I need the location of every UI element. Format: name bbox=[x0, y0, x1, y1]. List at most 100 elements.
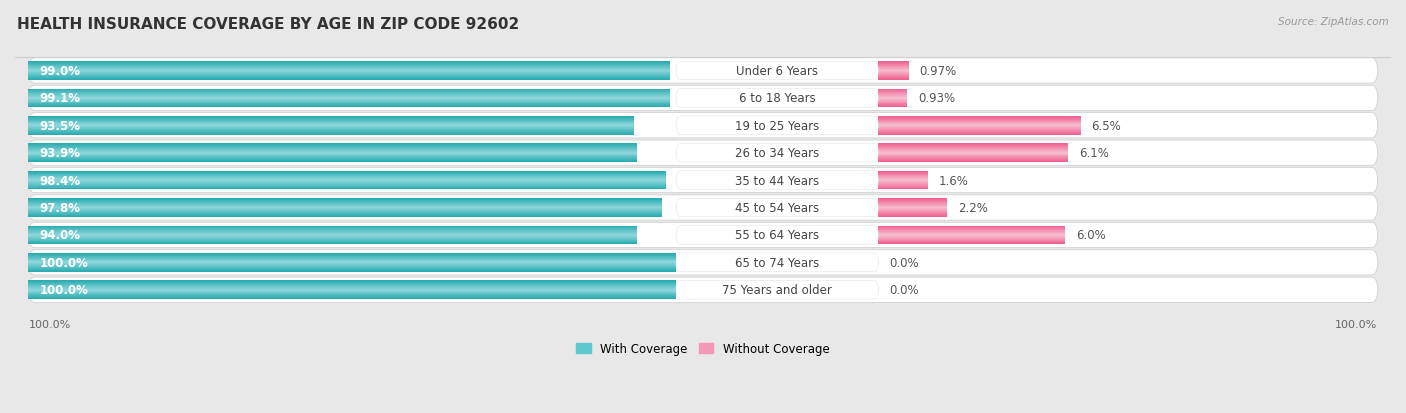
Bar bbox=[28, 268, 676, 269]
FancyBboxPatch shape bbox=[28, 86, 1378, 111]
Bar bbox=[28, 98, 671, 99]
Bar bbox=[28, 254, 676, 255]
Bar bbox=[28, 126, 634, 127]
Bar bbox=[879, 66, 908, 68]
Bar bbox=[879, 235, 1066, 236]
Bar bbox=[28, 172, 665, 173]
Bar bbox=[28, 296, 676, 297]
Bar bbox=[879, 149, 1069, 150]
Bar bbox=[28, 271, 676, 272]
Bar bbox=[28, 119, 634, 120]
Bar bbox=[879, 129, 1081, 130]
Bar bbox=[879, 214, 946, 216]
Bar bbox=[28, 150, 637, 152]
Bar bbox=[28, 260, 676, 261]
Bar bbox=[879, 160, 1069, 161]
Bar bbox=[879, 92, 907, 93]
Bar bbox=[28, 270, 676, 271]
Bar bbox=[879, 176, 928, 177]
Bar bbox=[28, 94, 671, 95]
Bar bbox=[28, 210, 662, 211]
Bar bbox=[28, 174, 665, 175]
Bar bbox=[28, 211, 662, 212]
Bar bbox=[28, 263, 676, 265]
Bar bbox=[28, 201, 662, 202]
Bar bbox=[28, 233, 637, 235]
Bar bbox=[879, 148, 1069, 149]
Bar bbox=[28, 243, 637, 244]
Bar bbox=[879, 205, 946, 206]
Bar bbox=[28, 89, 671, 90]
Bar bbox=[879, 123, 1081, 124]
Bar bbox=[28, 226, 637, 227]
Bar bbox=[28, 66, 669, 68]
Bar bbox=[28, 265, 676, 266]
Bar bbox=[28, 291, 676, 292]
Bar bbox=[28, 75, 669, 76]
Bar bbox=[28, 104, 671, 105]
Bar bbox=[879, 209, 946, 210]
Text: 6 to 18 Years: 6 to 18 Years bbox=[738, 92, 815, 105]
Bar bbox=[879, 206, 946, 207]
Bar bbox=[879, 91, 907, 92]
Bar bbox=[28, 171, 665, 172]
Bar bbox=[879, 242, 1066, 243]
FancyBboxPatch shape bbox=[676, 281, 879, 299]
Bar bbox=[28, 189, 665, 190]
Bar bbox=[28, 144, 637, 145]
Text: Source: ZipAtlas.com: Source: ZipAtlas.com bbox=[1278, 17, 1389, 26]
Bar bbox=[879, 63, 908, 64]
Bar bbox=[28, 293, 676, 294]
Bar bbox=[28, 238, 637, 239]
Bar bbox=[28, 187, 665, 188]
Bar bbox=[879, 102, 907, 103]
Bar bbox=[28, 127, 634, 128]
FancyBboxPatch shape bbox=[28, 168, 1378, 193]
FancyBboxPatch shape bbox=[28, 250, 1378, 275]
Bar bbox=[28, 239, 637, 240]
Bar bbox=[879, 62, 908, 63]
Bar bbox=[879, 161, 1069, 163]
Bar bbox=[879, 203, 946, 204]
Bar bbox=[28, 209, 662, 210]
FancyBboxPatch shape bbox=[676, 226, 879, 244]
Bar bbox=[28, 95, 671, 96]
Bar bbox=[28, 120, 634, 121]
Bar bbox=[28, 62, 669, 63]
Bar bbox=[879, 126, 1081, 127]
Bar bbox=[28, 236, 637, 237]
FancyBboxPatch shape bbox=[676, 144, 879, 163]
Bar bbox=[28, 202, 662, 203]
Bar bbox=[28, 229, 637, 230]
FancyBboxPatch shape bbox=[28, 141, 1378, 166]
Text: 99.1%: 99.1% bbox=[39, 92, 80, 105]
Bar bbox=[879, 118, 1081, 119]
Bar bbox=[879, 134, 1081, 135]
Bar bbox=[879, 180, 928, 182]
Bar bbox=[879, 68, 908, 69]
Bar bbox=[879, 131, 1081, 132]
Bar bbox=[28, 182, 665, 183]
Bar bbox=[28, 125, 634, 126]
Text: Under 6 Years: Under 6 Years bbox=[737, 65, 818, 78]
Bar bbox=[879, 207, 946, 208]
Bar bbox=[879, 80, 908, 81]
Bar bbox=[879, 183, 928, 184]
Bar bbox=[28, 129, 634, 130]
Bar bbox=[28, 242, 637, 243]
Bar bbox=[879, 121, 1081, 122]
Bar bbox=[28, 285, 676, 286]
Bar bbox=[879, 153, 1069, 154]
Bar bbox=[879, 119, 1081, 120]
Text: 6.1%: 6.1% bbox=[1078, 147, 1109, 160]
Bar bbox=[879, 243, 1066, 244]
Bar bbox=[879, 133, 1081, 134]
Bar bbox=[879, 182, 928, 183]
Bar bbox=[28, 237, 637, 238]
Bar bbox=[28, 161, 637, 163]
Bar bbox=[879, 188, 928, 189]
Bar bbox=[879, 125, 1081, 126]
Bar bbox=[28, 128, 634, 129]
Bar bbox=[879, 241, 1066, 242]
FancyBboxPatch shape bbox=[676, 89, 879, 108]
